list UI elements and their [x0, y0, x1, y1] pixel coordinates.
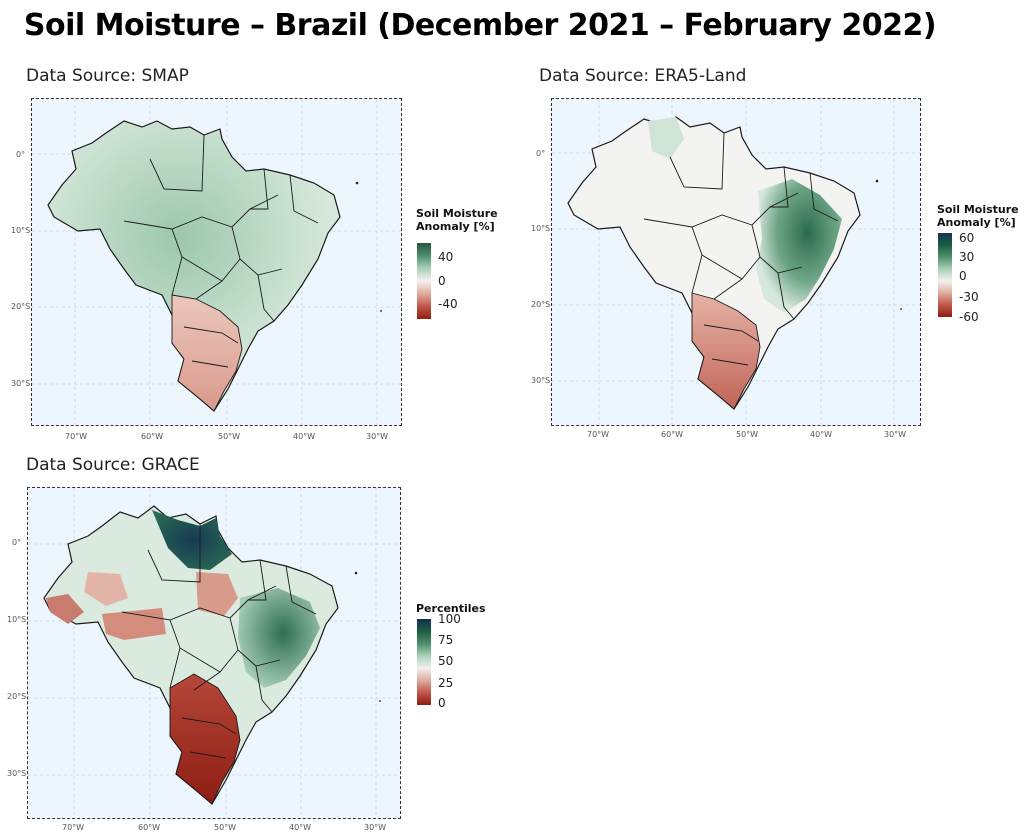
lon-label: 50°W	[218, 432, 241, 441]
lon-label: 70°W	[65, 432, 88, 441]
lon-label: 70°W	[587, 430, 610, 439]
legend-tick: -30	[959, 290, 979, 304]
map-grace-svg	[28, 488, 400, 818]
lon-label: 60°W	[138, 823, 161, 832]
lat-label: 30°S	[11, 379, 31, 388]
lat-label: 0°	[12, 538, 22, 547]
legend-title: Percentiles	[416, 602, 486, 615]
legend-era5: Soil Moisture Anomaly [%] 60 30 0 -30 -6…	[937, 203, 1019, 323]
legend-grace: Percentiles 100 75 50 25 0	[416, 602, 486, 709]
state-borders-grace	[121, 524, 317, 759]
lon-label: 40°W	[293, 432, 316, 441]
lon-label: 30°W	[884, 430, 907, 439]
lat-label: 0°	[536, 149, 546, 158]
colorbar-grace	[417, 619, 431, 705]
brazil-shape-smap	[47, 120, 341, 412]
legend-tick: 50	[438, 654, 454, 668]
map-era5[interactable]	[551, 98, 921, 426]
panel-source-grace: Data Source: GRACE	[26, 455, 200, 475]
map-grace[interactable]	[27, 487, 401, 819]
lon-label: 60°W	[661, 430, 684, 439]
map-smap[interactable]	[31, 98, 402, 426]
lat-label: 10°S	[11, 226, 31, 235]
legend-tick: 0	[438, 274, 446, 288]
map-era5-svg	[552, 99, 920, 425]
legend-tick: 0	[438, 696, 446, 710]
lon-label: 30°W	[364, 823, 387, 832]
panel-source-era5: Data Source: ERA5-Land	[539, 66, 747, 86]
lon-label: 70°W	[62, 823, 85, 832]
lon-label: 40°W	[289, 823, 312, 832]
lat-label: 30°S	[531, 376, 551, 385]
legend-tick: 75	[438, 633, 454, 647]
lon-label: 50°W	[736, 430, 759, 439]
legend-tick: 25	[438, 676, 454, 690]
lat-label: 10°S	[7, 615, 27, 624]
state-borders-era5	[643, 132, 839, 366]
panel-source-smap: Data Source: SMAP	[26, 66, 189, 86]
legend-smap: Soil Moisture Anomaly [%] 40 0 -40	[416, 207, 498, 319]
map-smap-svg	[32, 99, 401, 425]
colorbar-era5	[938, 233, 952, 317]
legend-tick: 100	[438, 612, 461, 626]
lon-label: 30°W	[366, 432, 389, 441]
legend-tick: 60	[959, 231, 975, 245]
legend-tick: 40	[438, 250, 454, 264]
lon-label: 40°W	[810, 430, 833, 439]
state-borders-smap	[123, 134, 319, 368]
legend-tick: -40	[438, 297, 458, 311]
lat-label: 30°S	[7, 769, 27, 778]
legend-tick: 30	[959, 250, 975, 264]
legend-title: Soil Moisture Anomaly [%]	[416, 207, 498, 233]
lat-label: 20°S	[531, 300, 551, 309]
legend-tick: -60	[959, 310, 979, 324]
colorbar-smap	[417, 243, 431, 319]
lat-label: 0°	[16, 150, 26, 159]
legend-tick: 0	[959, 269, 967, 283]
legend-title: Soil Moisture Anomaly [%]	[937, 203, 1019, 229]
lon-label: 60°W	[141, 432, 164, 441]
main-title: Soil Moisture – Brazil (December 2021 – …	[23, 8, 937, 43]
lon-label: 50°W	[214, 823, 237, 832]
lat-label: 20°S	[7, 692, 27, 701]
lat-label: 20°S	[11, 302, 31, 311]
lat-label: 10°S	[531, 224, 551, 233]
